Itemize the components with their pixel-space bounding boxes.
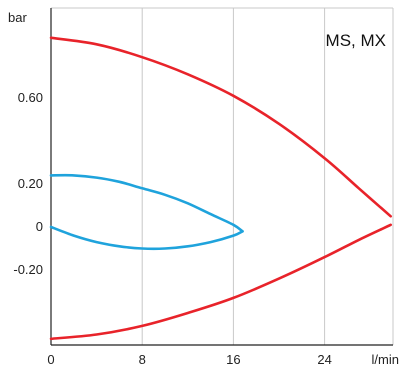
y-tick-label: 0 [36, 219, 43, 234]
corner-label: MS, MX [326, 31, 386, 50]
series-line-red-1 [49, 223, 392, 341]
series-line-red-0 [49, 36, 392, 218]
x-tick-label: 24 [317, 352, 331, 367]
series-line-blue-2 [49, 173, 244, 233]
grid [51, 7, 394, 345]
y-tick-label: 0.20 [18, 176, 43, 191]
y-tick-label: -0.20 [13, 262, 43, 277]
axes [50, 8, 393, 346]
labels: 0.60 0.20 0 -0.20 0 8 16 24 bar l/min MS, MX [8, 10, 399, 367]
x-axis-label: l/min [372, 352, 399, 367]
y-axis-label: bar [8, 10, 27, 25]
y-tick-label: 0.60 [18, 90, 43, 105]
x-tick-label: 16 [226, 352, 240, 367]
x-tick-label: 8 [139, 352, 146, 367]
series [49, 36, 392, 341]
series-line-blue-3 [49, 225, 244, 251]
x-tick-label: 0 [47, 352, 54, 367]
